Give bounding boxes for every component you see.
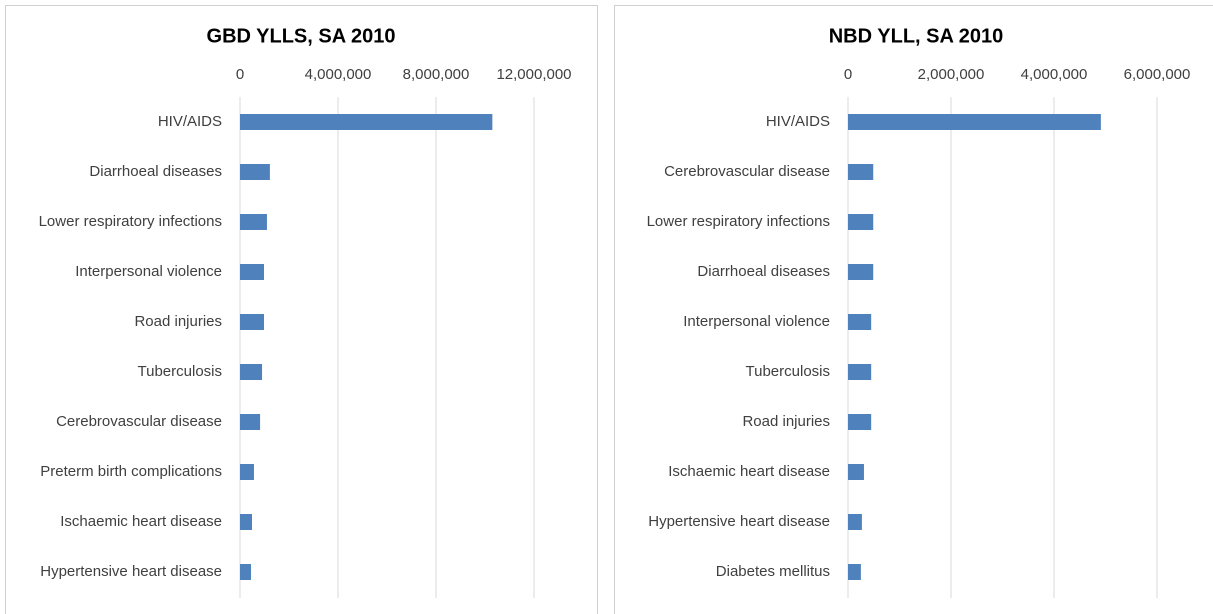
- bar: [240, 114, 493, 130]
- bar: [240, 464, 254, 480]
- y-tick-label: Hypertensive heart disease: [40, 563, 222, 580]
- y-tick-label: Ischaemic heart disease: [60, 513, 222, 530]
- chart-title: NBD YLL, SA 2010: [829, 25, 1004, 47]
- y-tick-label: HIV/AIDS: [766, 113, 830, 130]
- bar: [240, 564, 252, 580]
- bar: [848, 164, 874, 180]
- y-tick-label: Interpersonal violence: [75, 263, 222, 280]
- y-tick-label: HIV/AIDS: [158, 113, 222, 130]
- y-tick-label: Road injuries: [742, 413, 830, 430]
- bar: [848, 314, 872, 330]
- bar: [240, 514, 253, 530]
- y-tick-label: Hypertensive heart disease: [648, 513, 830, 530]
- y-tick-label: Interpersonal violence: [683, 313, 830, 330]
- y-tick-label: Lower respiratory infections: [39, 213, 222, 230]
- x-tick-label: 0: [844, 66, 852, 83]
- y-tick-label: Diabetes mellitus: [716, 563, 830, 580]
- x-tick-label: 12,000,000: [496, 66, 571, 83]
- bar: [848, 114, 1101, 130]
- chart-panel: [5, 5, 598, 614]
- x-tick-label: 4,000,000: [305, 66, 372, 83]
- y-tick-label: Road injuries: [134, 313, 222, 330]
- y-tick-label: Diarrhoeal diseases: [89, 163, 222, 180]
- x-tick-label: 6,000,000: [1124, 66, 1191, 83]
- bar: [848, 414, 872, 430]
- y-tick-label: Ischaemic heart disease: [668, 463, 830, 480]
- bar: [240, 364, 263, 380]
- bar: [848, 214, 874, 230]
- bar: [240, 264, 265, 280]
- y-tick-label: Cerebrovascular disease: [56, 413, 222, 430]
- x-tick-label: 0: [236, 66, 244, 83]
- bar: [848, 514, 862, 530]
- bar: [240, 414, 261, 430]
- bar: [848, 364, 872, 380]
- y-tick-label: Lower respiratory infections: [647, 213, 830, 230]
- x-tick-label: 8,000,000: [403, 66, 470, 83]
- bar: [240, 314, 265, 330]
- bar: [848, 264, 874, 280]
- chart-panel: [614, 5, 1213, 614]
- bar: [848, 564, 861, 580]
- y-tick-label: Cerebrovascular disease: [664, 163, 830, 180]
- y-tick-label: Tuberculosis: [746, 363, 830, 380]
- x-tick-label: 4,000,000: [1021, 66, 1088, 83]
- chart-title: GBD YLLS, SA 2010: [207, 25, 396, 47]
- y-tick-label: Preterm birth complications: [40, 463, 222, 480]
- bar: [240, 214, 267, 230]
- bar: [240, 164, 270, 180]
- y-tick-label: Tuberculosis: [138, 363, 222, 380]
- y-tick-label: Diarrhoeal diseases: [697, 263, 830, 280]
- bar: [848, 464, 864, 480]
- x-tick-label: 2,000,000: [918, 66, 985, 83]
